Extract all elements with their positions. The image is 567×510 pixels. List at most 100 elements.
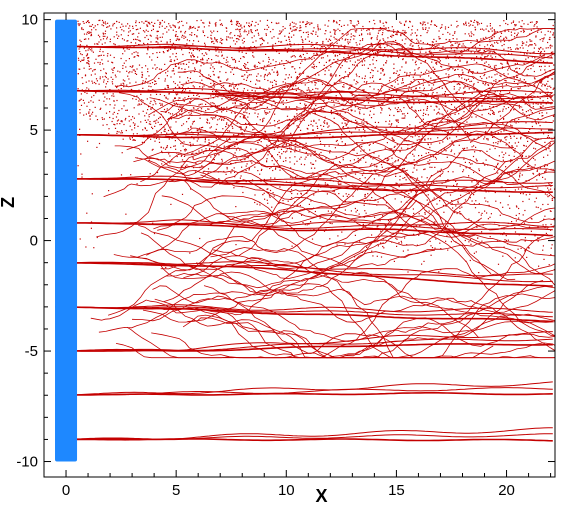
particle [437, 112, 439, 114]
particle [343, 77, 345, 79]
particle [284, 35, 286, 37]
particle [273, 120, 276, 122]
particle [341, 231, 343, 233]
particle [444, 28, 447, 30]
wake-streamline [130, 160, 555, 294]
particle [405, 61, 407, 63]
particle [172, 42, 174, 44]
particle [219, 24, 222, 26]
particle [181, 159, 184, 161]
particle [121, 132, 123, 134]
particle [188, 117, 190, 119]
particle [495, 56, 497, 58]
particle [286, 99, 288, 101]
particle [165, 147, 168, 149]
particle [391, 148, 393, 150]
particle [531, 112, 533, 114]
particle [479, 76, 481, 78]
particle [83, 38, 86, 40]
particle [381, 69, 384, 71]
particle [418, 155, 420, 157]
particle [456, 184, 458, 186]
particle [445, 180, 447, 182]
particle [408, 193, 410, 195]
particle [428, 27, 430, 29]
particle [382, 70, 384, 72]
particle [186, 121, 188, 123]
particle [255, 40, 257, 42]
particle [189, 100, 191, 103]
particle [381, 109, 383, 111]
particle [157, 121, 159, 123]
particle [215, 25, 217, 27]
particle [220, 66, 222, 68]
particle [132, 69, 134, 71]
particle [201, 62, 203, 64]
particle [525, 93, 527, 95]
particle [268, 58, 270, 60]
particle [349, 20, 351, 22]
particle [170, 48, 172, 50]
particle [380, 256, 383, 258]
particle [490, 55, 492, 57]
particle [108, 25, 111, 27]
particle [355, 31, 357, 33]
particle [495, 165, 497, 167]
particle [180, 165, 182, 167]
particle [295, 29, 297, 31]
particle [369, 86, 371, 88]
particle [485, 191, 487, 193]
particle [227, 36, 230, 38]
particle [194, 67, 196, 69]
particle [447, 116, 449, 119]
particle [427, 143, 429, 145]
particle [414, 165, 416, 167]
particle [377, 70, 379, 72]
particle [342, 33, 344, 35]
particle [160, 40, 162, 42]
particle [382, 38, 384, 40]
particle [454, 99, 456, 102]
particle [244, 111, 246, 113]
particle [197, 132, 199, 135]
particle [509, 135, 512, 137]
particle [240, 103, 243, 105]
particle [494, 31, 496, 33]
wake-streamline [145, 94, 555, 169]
particle [550, 86, 552, 89]
particle [542, 38, 545, 40]
particle [361, 121, 363, 123]
particle [386, 160, 388, 162]
particle [547, 196, 549, 198]
particle [423, 109, 425, 111]
particle [514, 24, 516, 26]
particle [95, 91, 97, 93]
particle [444, 91, 446, 93]
particle [459, 108, 461, 110]
particle [87, 20, 89, 22]
particle [378, 175, 380, 177]
particle [291, 55, 294, 57]
particle [285, 39, 287, 41]
particle [424, 60, 426, 63]
particle [197, 93, 199, 95]
particle [234, 43, 236, 45]
particle [242, 75, 244, 77]
particle [528, 155, 530, 157]
particle [167, 50, 169, 52]
particle [296, 27, 298, 29]
particle [433, 156, 435, 158]
particle [347, 24, 349, 26]
particle [458, 74, 460, 76]
particle [390, 222, 392, 224]
particle [89, 109, 91, 111]
particle [372, 158, 374, 160]
particle [342, 108, 344, 110]
particle [213, 146, 215, 148]
particle [547, 97, 549, 99]
particle [391, 26, 393, 28]
particle [288, 118, 291, 121]
particle [363, 200, 365, 203]
particle [159, 36, 161, 38]
particle [410, 43, 412, 45]
